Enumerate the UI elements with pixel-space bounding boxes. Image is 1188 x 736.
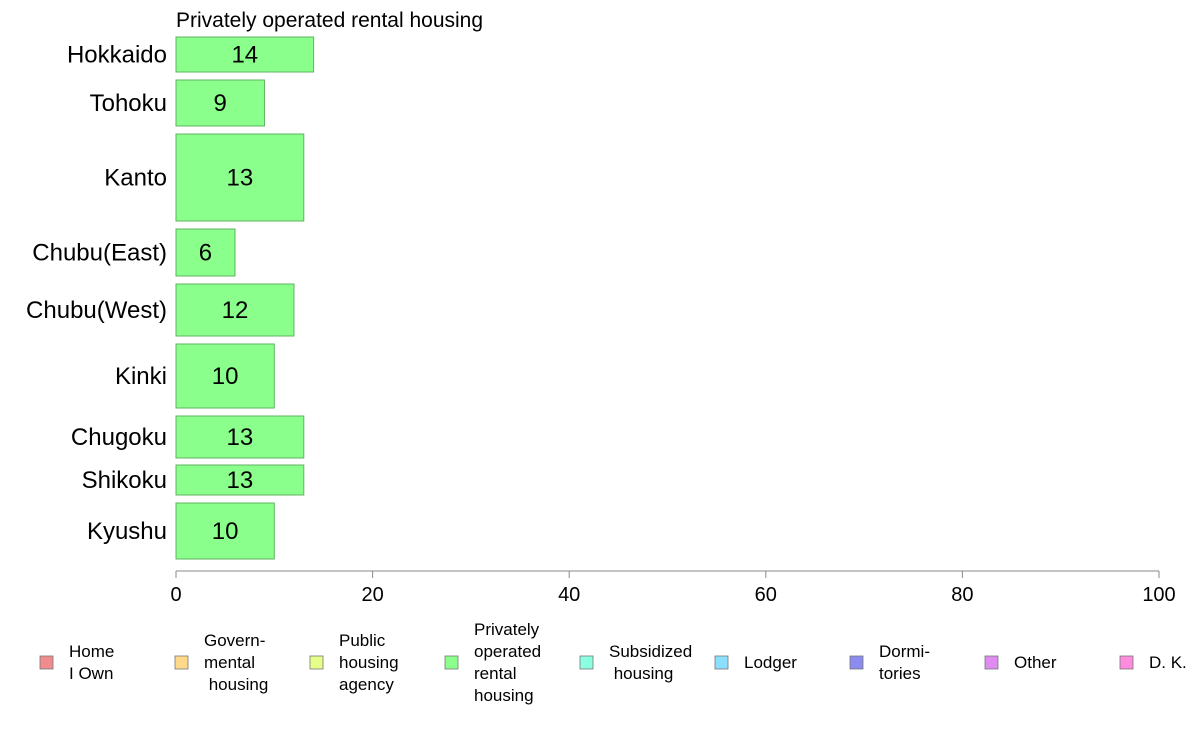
value-label: 13 — [227, 424, 254, 451]
bar-chugoku — [175, 415, 305, 459]
x-axis: 0 20 40 60 80 100 — [170, 570, 1176, 606]
category-label: Kanto — [104, 165, 167, 192]
bar-tohoku — [175, 79, 265, 127]
x-tick-label: 100 — [1142, 584, 1175, 606]
category-label: Kinki — [115, 363, 167, 390]
legend-label: Privately operated rental housing — [474, 620, 541, 705]
legend-swatch — [849, 655, 864, 670]
legend-label: Dormi-tories — [879, 642, 930, 683]
value-label: 14 — [231, 42, 258, 69]
x-tick-label: 60 — [755, 584, 777, 606]
legend-swatch — [174, 655, 189, 670]
bar-chubu-west — [175, 283, 295, 337]
legend-swatch — [39, 655, 54, 670]
bar-kyushu — [175, 502, 275, 560]
legend-label: Subsidized housing — [609, 642, 692, 683]
category-label: Kyushu — [87, 518, 167, 545]
legend-label: Public housing agency — [339, 631, 399, 694]
legend-label: Govern-mental housing — [204, 631, 268, 694]
legend-swatch — [309, 655, 324, 670]
bar-kinki — [175, 343, 275, 409]
bar-chubu-east — [175, 228, 236, 277]
legend-label: Lodger — [744, 653, 797, 672]
legend-label: Other — [1014, 653, 1057, 672]
bars-group: Hokkaido 14 Tohoku 9 Kanto 13 Chubu(East) 6 Chub… — [26, 36, 315, 560]
value-label: 13 — [227, 165, 254, 192]
bar-shikoku — [175, 464, 305, 496]
legend-item: Home I Own — [39, 642, 114, 683]
chart-title: Privately operated rental housing — [176, 9, 483, 32]
legend-item: Public housing agency — [309, 631, 399, 694]
category-label: Chugoku — [71, 424, 167, 451]
legend-item: Privately operated rental housing — [444, 620, 541, 705]
legend-item: Govern-mental housing — [174, 631, 268, 694]
legend-label: Home I Own — [69, 642, 114, 683]
value-label: 13 — [227, 467, 254, 494]
legend-item: D. K. — [1119, 653, 1187, 672]
bar-kanto — [175, 133, 305, 222]
legend-swatch — [579, 655, 594, 670]
value-label: 9 — [214, 90, 227, 117]
category-label: Chubu(West) — [26, 297, 167, 324]
category-label: Shikoku — [82, 467, 167, 494]
value-label: 10 — [212, 363, 239, 390]
legend-label: D. K. — [1149, 653, 1187, 672]
x-tick-label: 40 — [558, 584, 580, 606]
legend-item: Lodger — [714, 653, 797, 672]
x-tick-label: 80 — [951, 584, 973, 606]
legend-swatch — [714, 655, 729, 670]
bar-hokkaido — [175, 36, 315, 73]
category-label: Chubu(East) — [32, 240, 167, 267]
x-tick-label: 20 — [361, 584, 383, 606]
value-label: 10 — [212, 518, 239, 545]
legend-item: Subsidized housing — [579, 642, 692, 683]
x-tick-label: 0 — [170, 584, 181, 606]
value-label: 6 — [199, 240, 212, 267]
legend-item: Dormi-tories — [849, 642, 930, 683]
value-label: 12 — [222, 297, 249, 324]
legend-item: Other — [984, 653, 1057, 672]
legend-swatch — [444, 655, 459, 670]
category-label: Hokkaido — [67, 42, 167, 69]
legend: Home I Own Govern-mental housing Public hous… — [39, 620, 1187, 705]
legend-swatch — [984, 655, 999, 670]
legend-swatch — [1119, 655, 1134, 670]
category-label: Tohoku — [90, 90, 167, 117]
